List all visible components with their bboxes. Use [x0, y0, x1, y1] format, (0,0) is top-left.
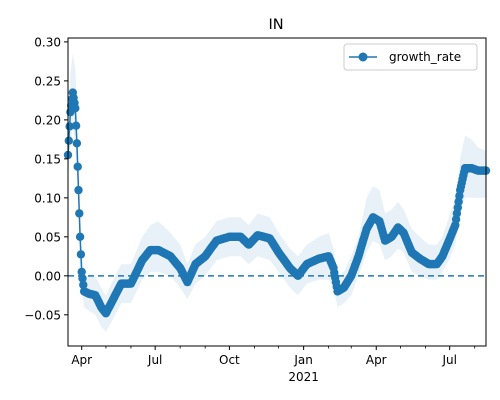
y-tick-label: 0.15: [34, 152, 61, 166]
data-point: [77, 267, 86, 277]
x-tick-label: Oct: [219, 353, 240, 367]
legend-box: [343, 43, 478, 71]
x-tick-label: Apr: [366, 353, 387, 367]
data-point: [73, 162, 82, 171]
axes-layer: −0.05 0.00 0.05 0.10 0.15 0.20 0.25 0.30 Apr Jul O…: [24, 35, 487, 384]
legend-label: growth_rate: [389, 50, 461, 64]
data-point: [74, 185, 83, 195]
y-tick-label: 0.05: [34, 230, 61, 244]
y-tick-label: 0.20: [34, 113, 61, 127]
data-point: [79, 280, 88, 290]
y-tick-label: 0.00: [34, 269, 61, 283]
data-point: [76, 250, 86, 259]
y-tick-label: 0.10: [34, 191, 61, 205]
data-point: [64, 136, 74, 145]
data-point: [71, 121, 81, 130]
x-tick-sublabel: 2021: [288, 370, 319, 384]
data-point: [75, 209, 84, 218]
y-tick-label: 0.30: [34, 35, 61, 49]
axes-frame: [67, 37, 487, 347]
series-layer: [63, 88, 491, 318]
data-point: [71, 104, 80, 113]
x-tick-label: Jan: [293, 353, 313, 367]
data-point: [75, 232, 85, 241]
x-tick-label: Apr: [71, 353, 92, 367]
x-tick-label: Jul: [441, 353, 456, 367]
data-point: [78, 274, 87, 283]
confidence-band: [68, 53, 486, 332]
y-tick-label: −0.05: [24, 308, 61, 322]
legend: growth_rate: [343, 43, 478, 71]
y-tick-label: 0.25: [34, 74, 61, 88]
chart-title: IN: [268, 17, 283, 33]
confidence-band-layer: [68, 53, 486, 332]
legend-marker-icon: [358, 52, 368, 62]
data-point: [72, 139, 82, 148]
x-tick-label: Jul: [147, 353, 162, 367]
